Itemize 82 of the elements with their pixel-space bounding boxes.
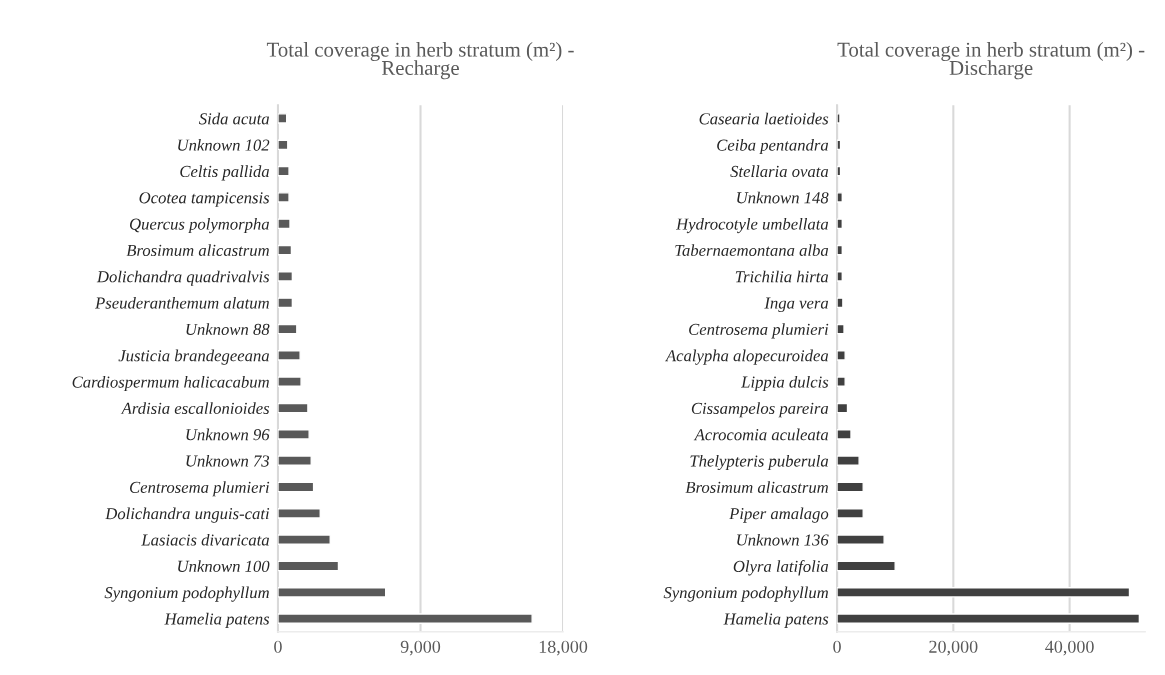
bar <box>277 271 294 282</box>
bar <box>277 402 309 414</box>
y-tick-label: Casearia laetioides <box>699 112 829 125</box>
y-tick-label: Syngonium podophyllum <box>663 586 829 602</box>
y-tick-label: Stellaria ovata <box>730 165 829 178</box>
bar <box>277 534 331 545</box>
bar <box>277 218 291 230</box>
y-tick-label: Lippia dulcis <box>741 375 829 392</box>
y-tick-label: Hamelia patens <box>164 612 270 628</box>
bar <box>277 560 340 572</box>
bar <box>837 192 843 203</box>
y-tick-label: Brosimum alicastrum <box>685 481 829 493</box>
y-tick-label: Inga vera <box>764 297 829 313</box>
y-tick-label: Unknown 73 <box>186 454 270 467</box>
bar <box>837 534 885 545</box>
bar <box>837 218 843 230</box>
chart-title: Total coverage in herb stratum (m²) - Recharge <box>266 42 574 80</box>
y-tick-label: Hydrocotyle umbellata <box>675 217 829 234</box>
y-tick-label: Trichilia hirta <box>735 270 829 283</box>
x-tick-label: 0 <box>274 640 282 653</box>
x-tick-label: 9,000 <box>400 640 441 656</box>
bar <box>837 271 843 282</box>
bar <box>837 297 844 309</box>
y-tick-label: Brosimum alicastrum <box>126 244 269 257</box>
x-tick-label: 40,000 <box>1045 640 1094 656</box>
bar <box>837 429 852 440</box>
y-tick-label: Syngonium podophyllum <box>104 586 269 602</box>
y-tick-label: Ocotea tampicensis <box>139 192 270 207</box>
y-tick-label: Tabernaemontana alba <box>675 244 829 257</box>
y-tick-label: Olyra latifolia <box>733 560 829 576</box>
y-tick-label: Acrocomia aculeata <box>693 428 829 441</box>
bar <box>277 139 289 151</box>
y-tick-label: Celtis pallida <box>180 165 270 181</box>
bar <box>837 455 860 466</box>
y-tick-label: Cissampelos pareira <box>691 402 829 418</box>
chart-title: Total coverage in herb stratum (m²) - Discharge <box>837 42 1145 80</box>
bar <box>277 323 298 335</box>
bar <box>277 165 290 177</box>
bar <box>277 376 302 388</box>
y-tick-label: Unknown 136 <box>737 533 829 546</box>
x-tick-label: 18,000 <box>539 640 588 656</box>
y-tick-label: Cardiospermum halicacabum <box>72 375 269 392</box>
bar <box>277 613 533 624</box>
bar <box>837 587 1131 598</box>
y-tick-label: Dolichandra quadrivalvis <box>96 270 270 286</box>
bar <box>277 297 294 309</box>
bar <box>277 192 290 203</box>
bar <box>277 587 387 598</box>
bar <box>277 481 315 493</box>
y-tick-label: Quercus polymorpha <box>129 217 269 234</box>
bar <box>277 455 312 466</box>
y-tick-label: Acalypha alopecuroidea <box>665 349 829 365</box>
bar <box>277 244 293 256</box>
bar <box>277 429 310 440</box>
y-tick-label: Unknown 100 <box>178 560 270 572</box>
y-tick-label: Ceiba pentandra <box>717 139 829 155</box>
bar <box>837 508 864 519</box>
y-tick-label: Justicia brandegeeana <box>118 349 269 365</box>
y-tick-label: Lasiacis divaricata <box>141 533 269 546</box>
y-tick-label: Sida acuta <box>199 112 270 125</box>
x-tick-label: 0 <box>833 640 841 653</box>
y-tick-label: Dolichandra unguis-cati <box>105 507 270 523</box>
y-tick-label: Unknown 102 <box>178 139 270 151</box>
y-tick-label: Piper amalago <box>729 507 829 523</box>
y-tick-label: Thelypteris puberula <box>690 454 829 471</box>
bar <box>277 113 288 124</box>
bar <box>837 481 864 493</box>
bar <box>837 350 846 361</box>
y-tick-label: Ardisia escallonioides <box>120 402 270 414</box>
x-tick-label: 20,000 <box>929 640 978 656</box>
bar <box>837 560 896 572</box>
y-tick-label: Centrosema plumieri <box>129 481 270 497</box>
bar <box>277 508 321 519</box>
bar <box>277 350 301 361</box>
y-tick-label: Unknown 148 <box>737 191 829 204</box>
y-tick-label: Unknown 88 <box>186 323 270 336</box>
bar <box>837 613 1141 624</box>
y-tick-label: Unknown 96 <box>186 428 270 441</box>
y-tick-label: Centrosema plumieri <box>689 323 829 339</box>
y-tick-label: Pseuderanthemum alatum <box>95 296 269 309</box>
y-tick-label: Hamelia patens <box>723 612 829 628</box>
bar <box>837 376 846 388</box>
